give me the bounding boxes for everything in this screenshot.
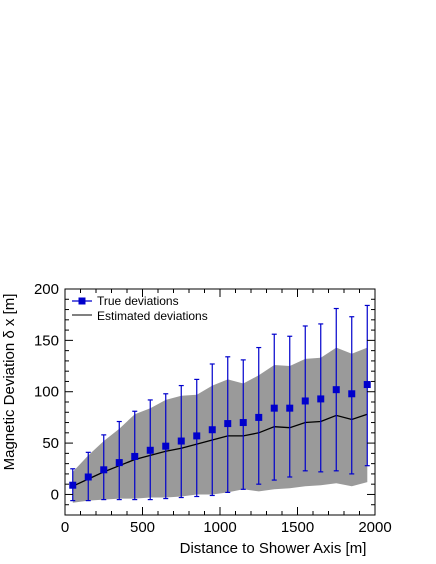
- y-axis-title: Magnetic Deviation δ x [m]: [1, 294, 18, 471]
- legend-true-label: True deviations: [97, 294, 179, 308]
- x-tick-label: 2000: [358, 519, 391, 536]
- true-deviation-point: [146, 446, 154, 454]
- error-band-layer: [72, 347, 368, 503]
- true-deviation-point: [208, 426, 216, 434]
- true-deviation-point: [224, 420, 232, 428]
- x-tick-label: 500: [130, 519, 155, 536]
- legend-true-marker: [78, 297, 86, 305]
- true-deviation-point: [239, 419, 247, 427]
- true-deviation-point: [162, 442, 170, 450]
- y-tick-label: 0: [51, 486, 59, 503]
- true-deviation-point: [84, 473, 92, 481]
- true-deviation-point: [286, 404, 294, 412]
- true-deviation-point: [177, 437, 185, 445]
- true-deviation-point: [363, 381, 371, 389]
- true-deviation-point: [100, 466, 108, 474]
- axes-layer: 0 500 1000 1500 2000 0 50 100 150 200: [34, 281, 392, 536]
- true-deviation-point: [317, 395, 325, 403]
- true-deviation-points-layer: [69, 381, 371, 489]
- true-deviation-point: [255, 413, 263, 421]
- y-tick-label: 200: [34, 281, 59, 298]
- true-deviation-point: [193, 432, 201, 440]
- true-deviation-point: [115, 459, 123, 467]
- x-axis-title: Distance to Shower Axis [m]: [180, 540, 367, 557]
- true-deviation-point: [69, 481, 77, 489]
- legend-estimated-label: Estimated deviations: [97, 309, 208, 323]
- x-tick-label: 1500: [281, 519, 314, 536]
- true-deviation-point: [131, 452, 139, 460]
- legend: True deviations Estimated deviations: [72, 294, 208, 323]
- true-deviation-point: [348, 390, 356, 398]
- true-deviation-point: [332, 386, 340, 394]
- y-tick-label: 50: [42, 435, 59, 452]
- x-tick-label: 1000: [203, 519, 236, 536]
- true-deviation-point: [301, 397, 309, 405]
- true-deviation-point: [270, 404, 278, 412]
- y-tick-label: 100: [34, 384, 59, 401]
- x-tick-label: 0: [61, 519, 69, 536]
- y-tick-label: 150: [34, 332, 59, 349]
- estimated-deviation-band: [72, 347, 368, 503]
